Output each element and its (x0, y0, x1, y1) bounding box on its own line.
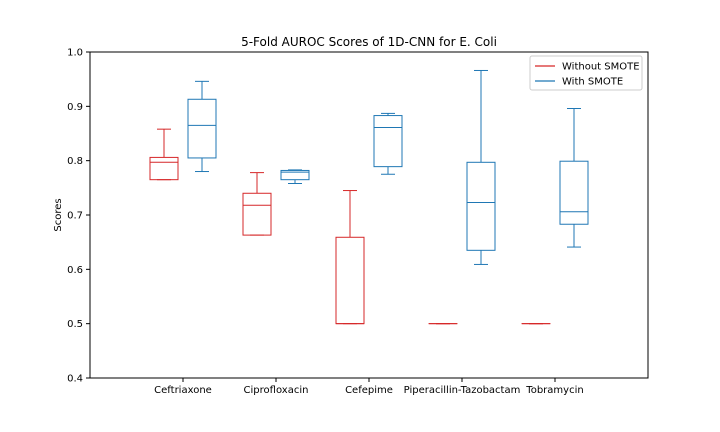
y-tick-label-4: 0.8 (67, 156, 83, 167)
legend-label-1: With SMOTE (562, 77, 623, 88)
y-tick-label-2: 0.6 (67, 265, 83, 276)
x-tick-label-3: Piperacillin-Tazobactam (404, 385, 521, 396)
axes-frame (89, 51, 649, 379)
box-without-smote-1 (242, 172, 272, 236)
x-tick-label-0: Ceftriaxone (154, 385, 212, 396)
chart-title: 5-Fold AUROC Scores of 1D-CNN for E. Col… (241, 35, 497, 49)
legend-label-0: Without SMOTE (562, 62, 640, 73)
box-body (280, 169, 310, 181)
box-with-smote-4 (559, 108, 589, 248)
legend-box (529, 55, 643, 91)
x-tick-label-4: Tobramycin (525, 385, 583, 396)
plot-area: 0.4 0.5 0.6 0.7 0.8 0.9 1.0 Ceftriaxone Ciproflo… (67, 48, 649, 396)
y-tick-label-6: 1.0 (67, 48, 83, 59)
box-with-smote-2 (373, 112, 403, 175)
box-body (559, 160, 589, 225)
x-tick-label-1: Ciprofloxacin (244, 385, 309, 396)
box-body (373, 115, 403, 168)
box-body (466, 161, 496, 251)
box-with-smote-0 (187, 80, 217, 173)
box-body (149, 156, 179, 181)
y-tick-label-3: 0.7 (67, 211, 83, 222)
x-tick-label-2: Cefepime (345, 385, 393, 396)
y-tick-label-1: 0.5 (67, 319, 83, 330)
box-without-smote-0 (149, 128, 179, 181)
box-with-smote-1 (280, 169, 310, 184)
box-body (335, 236, 365, 325)
legend: Without SMOTE With SMOTE (529, 55, 643, 91)
box-with-smote-3 (466, 69, 496, 265)
box-without-smote-2 (335, 190, 365, 325)
y-tick-label-0: 0.4 (67, 374, 83, 385)
box-body (242, 192, 272, 236)
box-body (187, 98, 217, 159)
y-tick-label-5: 0.9 (67, 102, 83, 113)
y-axis-label: Scores (53, 198, 64, 231)
